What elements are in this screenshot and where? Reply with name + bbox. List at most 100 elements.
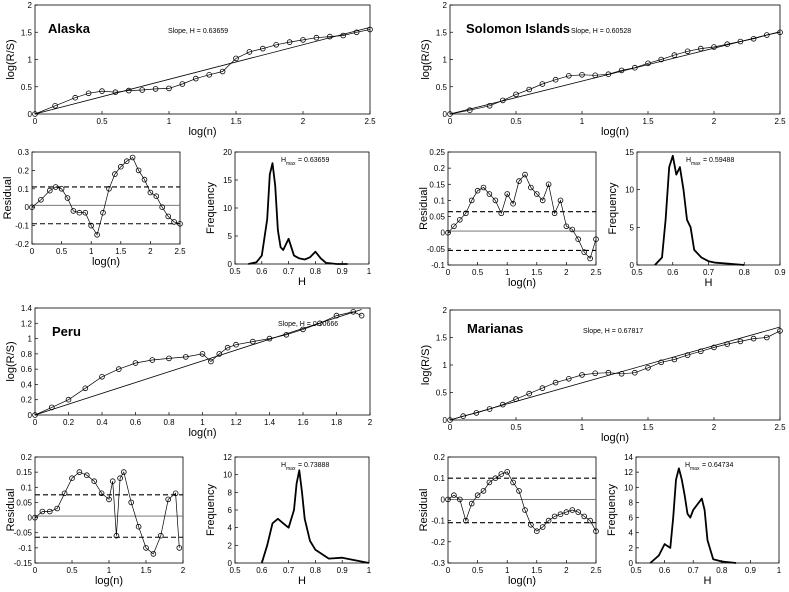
solomon-islands-resid-data-point	[516, 178, 522, 184]
solomon-islands-hmax-value: = 0.59488	[703, 157, 734, 164]
solomon-islands-rs-data-point	[724, 41, 730, 47]
solomon-islands-rs-data-point	[763, 32, 770, 38]
peru-rs-xtick-label: 1.2	[230, 418, 242, 427]
alaska-resid-y-axis-label: Residual	[2, 177, 14, 220]
peru-rs-xtick-label: 1	[200, 418, 205, 427]
solomon-islands-resid-xtick-label: 2	[564, 268, 569, 277]
marianas-resid-data-point	[498, 471, 505, 477]
marianas-rs-data-point	[763, 334, 770, 341]
alaska-resid-data-point	[58, 186, 65, 192]
marianas-rs-data-point	[631, 369, 638, 376]
alaska-rs-xtick-label: 1.5	[230, 117, 242, 126]
solomon-islands-region-title: Solomon Islands	[466, 21, 570, 36]
marianas-rs-ytick-label: 1	[443, 361, 448, 370]
alaska-resid-series-line	[31, 156, 181, 236]
peru-rs-xtick-label: 0	[33, 418, 38, 427]
solomon-islands-rs-xtick-label: 2.5	[774, 117, 786, 126]
solomon-islands-resid-y-axis-label: Residual	[418, 187, 430, 230]
marianas-rs-data-point	[737, 338, 744, 345]
marianas-resid-series-line	[447, 471, 597, 532]
marianas-resid-x-axis-label: log(n)	[508, 575, 536, 587]
peru-rs-data-point	[250, 338, 256, 345]
solomon-islands-rs-data-point	[711, 44, 717, 50]
alaska-resid-xtick-label: 1	[89, 247, 94, 256]
marianas-rs-data-point	[684, 352, 691, 358]
peru-resid-data-point	[98, 490, 105, 497]
marianas-hist-ytick-label: 6	[629, 514, 634, 523]
marianas-resid-data-point	[480, 488, 487, 494]
marianas-resid-data-point	[486, 479, 493, 486]
marianas-resid-data-point	[569, 507, 576, 513]
peru-resid-ytick-label: 0.05	[16, 498, 32, 507]
marianas-resid-y-axis-label: Residual	[418, 489, 430, 532]
marianas-hist-xtick-label: 0.8	[716, 566, 728, 575]
marianas-region-title: Marianas	[467, 321, 523, 336]
marianas-rs-series-line	[449, 330, 781, 421]
alaska-resid-data-point	[171, 219, 177, 225]
peru-hist-x-axis-label: H	[298, 575, 306, 587]
alaska-resid-ytick-label: -0.2	[15, 240, 29, 249]
alaska-hmax-subscript: max	[286, 161, 296, 167]
solomon-islands-rs-data-point	[579, 72, 585, 78]
marianas-hmax-subscript: max	[690, 466, 700, 472]
peru-rs-data-point	[316, 320, 323, 327]
peru-resid-data-point	[117, 475, 123, 482]
marianas-hist-ytick-label: 4	[629, 529, 634, 538]
marianas-rs-data-point	[697, 348, 704, 355]
marianas-hist-ytick-label: 14	[624, 453, 633, 462]
solomon-islands-rs-ytick-label: 1	[443, 56, 448, 65]
alaska-rs-xtick-label: 0	[33, 117, 38, 126]
solomon-islands-resid-data-point	[498, 210, 505, 217]
peru-resid-data-point	[135, 523, 142, 530]
marianas-resid-data-point	[516, 488, 522, 494]
solomon-islands-resid-axes-frame	[447, 151, 597, 266]
peru-rs-series-line	[34, 311, 362, 416]
solomon-islands-hmax-subscript: max	[691, 161, 701, 167]
solomon-islands-rs-x-axis-label: log(n)	[601, 126, 629, 138]
peru-resid-data-point	[69, 475, 75, 482]
alaska-rs-data-point	[32, 111, 38, 117]
alaska-resid-xtick-label: 0.5	[56, 247, 68, 256]
alaska-resid-data-point	[165, 213, 172, 220]
marianas-resid-xtick-label: 0.5	[472, 566, 484, 575]
alaska-rs-data-point	[85, 90, 92, 97]
alaska-resid-ytick-label: 0	[25, 203, 30, 212]
alaska-resid-x-axis-label: log(n)	[92, 256, 120, 268]
peru-rs-xtick-label: 1.8	[331, 418, 343, 427]
solomon-islands-rs-ytick-label: 0	[443, 110, 448, 119]
peru-rs-data-point	[183, 354, 189, 360]
marianas-resid-data-point	[456, 496, 463, 503]
solomon-islands-rs-xtick-label: 0.5	[510, 117, 522, 126]
alaska-resid-ytick-label: 0.2	[18, 166, 30, 175]
peru-rs-xtick-label: 0.4	[96, 418, 108, 427]
peru-resid-data-point	[84, 472, 90, 479]
alaska-rs-series-line	[34, 29, 371, 115]
solomon-islands-resid-data-point	[587, 255, 593, 262]
marianas-resid-data-point	[492, 475, 499, 482]
marianas-hmax-value: = 0.64734	[702, 462, 733, 469]
peru-rs-xtick-label: 0.8	[163, 418, 175, 427]
solomon-islands-resid-data-point	[522, 171, 528, 178]
solomon-islands-resid-ytick-label: -0.1	[431, 261, 445, 270]
solomon-islands-hist-x-axis-label: H	[705, 277, 713, 289]
peru-rs-ytick-label: 0.4	[21, 380, 33, 389]
solomon-islands-resid-data-point	[492, 197, 499, 204]
marianas-hist-x-axis-label: H	[704, 575, 712, 587]
alaska-resid-data-point	[52, 184, 59, 190]
alaska-rs-y-axis-label: log(R/S)	[5, 39, 17, 79]
peru-resid-data-point	[176, 545, 183, 551]
solomon-islands-rs-data-point	[486, 103, 493, 109]
alaska-hist-xtick-label: 0.9	[337, 267, 349, 276]
alaska-hist-ytick-label: 0	[228, 260, 233, 269]
peru-slope-annotation: Slope, H = 0.70666	[278, 321, 338, 328]
peru-rs-data-point	[82, 385, 89, 392]
marianas-rs-data-point	[579, 372, 585, 378]
alaska-resid-data-point	[46, 187, 53, 194]
alaska-rs-x-axis-label: log(n)	[188, 126, 216, 138]
alaska-resid-ytick-label: 0.3	[18, 148, 30, 157]
alaska-rs-data-point	[233, 55, 239, 62]
peru-resid-data-point	[158, 532, 164, 539]
peru-resid-ytick-label: -0.15	[14, 559, 33, 568]
alaska-rs-data-point	[139, 87, 146, 93]
peru-rs-data-point	[199, 351, 206, 357]
